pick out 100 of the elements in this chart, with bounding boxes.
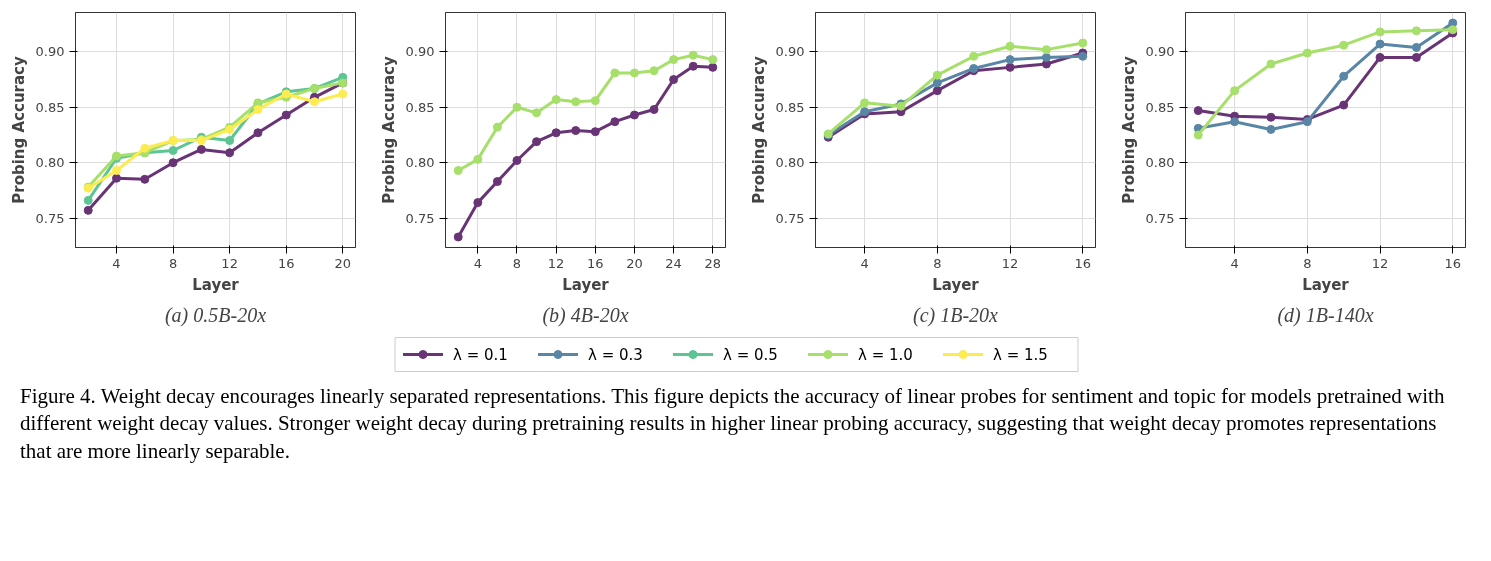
point (969, 51, 979, 61)
point (590, 127, 600, 137)
y-tick-label: 0.90 (35, 44, 65, 60)
point (1411, 26, 1421, 36)
point (1375, 52, 1385, 62)
point (708, 55, 718, 65)
x-axis-title: Layer (562, 275, 610, 294)
point (590, 96, 600, 106)
point (1302, 48, 1312, 58)
point (1339, 100, 1349, 110)
y-tick-label: 0.90 (775, 44, 805, 60)
text: (a) 0.5B-20x (164, 303, 267, 327)
point (225, 148, 235, 158)
point (1005, 41, 1015, 51)
y-tick-label: 0.80 (1145, 155, 1175, 171)
point (338, 89, 348, 99)
point (1375, 27, 1385, 37)
point (571, 97, 581, 107)
point (688, 50, 698, 60)
y-tick-label: 0.85 (405, 99, 435, 115)
point (1266, 124, 1276, 134)
x-tick-label: 8 (168, 255, 178, 271)
x-tick-label: 20 (626, 255, 643, 271)
point (649, 66, 659, 76)
x-tick-label: 20 (334, 255, 352, 271)
y-axis-title: Probing Accuracy (749, 56, 768, 204)
point (168, 158, 178, 168)
point (453, 232, 463, 242)
x-tick-label: 8 (933, 255, 942, 271)
point (1230, 117, 1240, 127)
point (492, 122, 502, 132)
y-tick-label: 0.80 (405, 155, 435, 171)
legend-label: λ = 1.0 (858, 345, 913, 364)
legend-label: λ = 0.3 (588, 345, 643, 364)
y-tick-label: 0.75 (35, 210, 65, 226)
text: (d) 1B-140x (1277, 303, 1374, 327)
legend-label: λ = 1.5 (993, 345, 1048, 364)
point (688, 61, 698, 71)
point (1266, 59, 1276, 69)
y-tick-label: 0.75 (775, 210, 805, 226)
x-tick-label: 8 (1303, 255, 1312, 271)
point (83, 195, 93, 205)
x-axis-title: Layer (1302, 275, 1350, 294)
x-tick-label: 12 (1001, 255, 1019, 271)
point (253, 128, 263, 138)
point (281, 110, 291, 120)
y-tick-label: 0.75 (405, 210, 435, 226)
point (610, 68, 620, 78)
point (932, 70, 942, 80)
y-tick-label: 0.75 (1145, 210, 1175, 226)
y-axis-title: Probing Accuracy (379, 56, 398, 204)
y-axis-title: Probing Accuracy (1119, 56, 1138, 204)
x-tick-label: 8 (512, 255, 522, 271)
x-tick-label: 4 (1230, 255, 1239, 271)
point (83, 205, 93, 215)
y-tick-label: 0.85 (35, 99, 65, 115)
point (1339, 71, 1349, 81)
point (629, 110, 639, 120)
x-tick-label: 4 (860, 255, 869, 271)
x-tick-label: 16 (1074, 255, 1092, 271)
point (649, 105, 659, 114)
x-tick-label: 12 (547, 255, 565, 271)
point (1078, 38, 1088, 48)
point (112, 173, 122, 183)
point (669, 55, 679, 65)
x-axis-title: Layer (932, 275, 980, 294)
point (1005, 62, 1015, 72)
y-tick-label: 0.85 (1145, 99, 1175, 115)
point (551, 95, 561, 105)
point (1266, 112, 1276, 122)
point (309, 97, 319, 107)
point (225, 136, 235, 146)
point (629, 68, 639, 78)
point (1375, 39, 1385, 49)
point (1193, 106, 1203, 116)
point (1411, 52, 1421, 62)
point (1193, 130, 1203, 140)
point (551, 128, 561, 138)
legend-label: λ = 0.1 (453, 345, 508, 364)
x-tick-label: 4 (473, 255, 482, 271)
point (932, 86, 942, 96)
y-axis-title: Probing Accuracy (9, 56, 28, 204)
point (253, 105, 263, 114)
point (708, 62, 718, 72)
y-tick-label: 0.90 (1145, 44, 1175, 60)
caption: Figure 4. Weight decay encourages linearly separated representations. This figure depicts the accuracy of linear probes for sentiment and topic for models pretrained with different weight decay values. Stronger weight decay during pretraining results in higher linear probing accuracy, suggesting that weight decay promotes representations that are more linearly separable. (20, 383, 1446, 465)
point (196, 144, 206, 154)
point (492, 177, 502, 187)
point (532, 108, 542, 118)
point (473, 154, 483, 164)
point (453, 165, 463, 175)
point (168, 146, 178, 155)
x-tick-label: 12 (221, 255, 238, 271)
x-tick-label: 28 (704, 255, 722, 271)
point (932, 78, 942, 88)
text: (c) 1B-20x (913, 303, 999, 327)
legend-label: λ = 0.5 (723, 345, 778, 364)
point (112, 165, 122, 175)
point (571, 126, 581, 136)
point (1041, 52, 1051, 62)
